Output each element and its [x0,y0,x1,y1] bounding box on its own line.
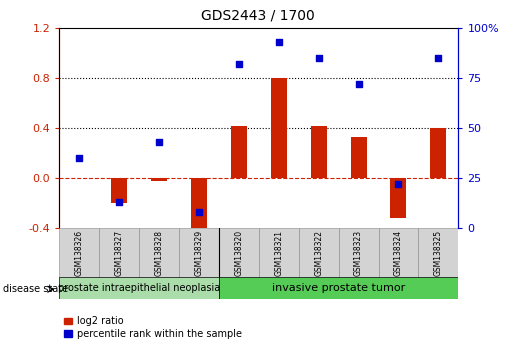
Text: GSM138327: GSM138327 [115,230,124,276]
Text: GDS2443 / 1700: GDS2443 / 1700 [201,9,314,23]
Bar [351,137,367,178]
Point [315,56,323,61]
Text: invasive prostate tumor: invasive prostate tumor [272,283,405,293]
Text: GSM138323: GSM138323 [354,230,363,276]
Text: GSM138320: GSM138320 [234,230,243,276]
Point [394,182,403,187]
Legend: log2 ratio, percentile rank within the sample: log2 ratio, percentile rank within the s… [64,316,242,339]
Bar [431,129,447,178]
Text: GSM138324: GSM138324 [394,230,403,276]
Text: prostate intraepithelial neoplasia: prostate intraepithelial neoplasia [58,283,220,293]
Bar [271,78,287,178]
Bar [59,277,219,299]
Text: GSM138326: GSM138326 [75,230,83,276]
Bar [111,178,127,203]
Bar [219,277,458,299]
Point [434,56,442,61]
Point [155,139,163,145]
Point [195,210,203,215]
Bar [139,228,179,278]
Bar [231,126,247,178]
Bar [219,228,259,278]
Text: GSM138321: GSM138321 [274,230,283,276]
Point [235,62,243,67]
Bar [59,228,99,278]
Bar [379,228,418,278]
Bar [99,228,139,278]
Text: GSM138322: GSM138322 [314,230,323,276]
Bar [339,228,379,278]
Point [274,40,283,45]
Bar [311,126,327,178]
Point [354,81,363,87]
Bar [179,228,219,278]
Text: GSM138329: GSM138329 [195,230,203,276]
Text: disease state: disease state [3,284,67,294]
Bar [191,178,207,235]
Bar [151,178,167,181]
Bar [299,228,339,278]
Text: GSM138328: GSM138328 [154,230,163,276]
Point [115,200,123,205]
Bar [418,228,458,278]
Bar [259,228,299,278]
Point [75,155,83,161]
Text: GSM138325: GSM138325 [434,230,443,276]
Bar [390,178,406,218]
